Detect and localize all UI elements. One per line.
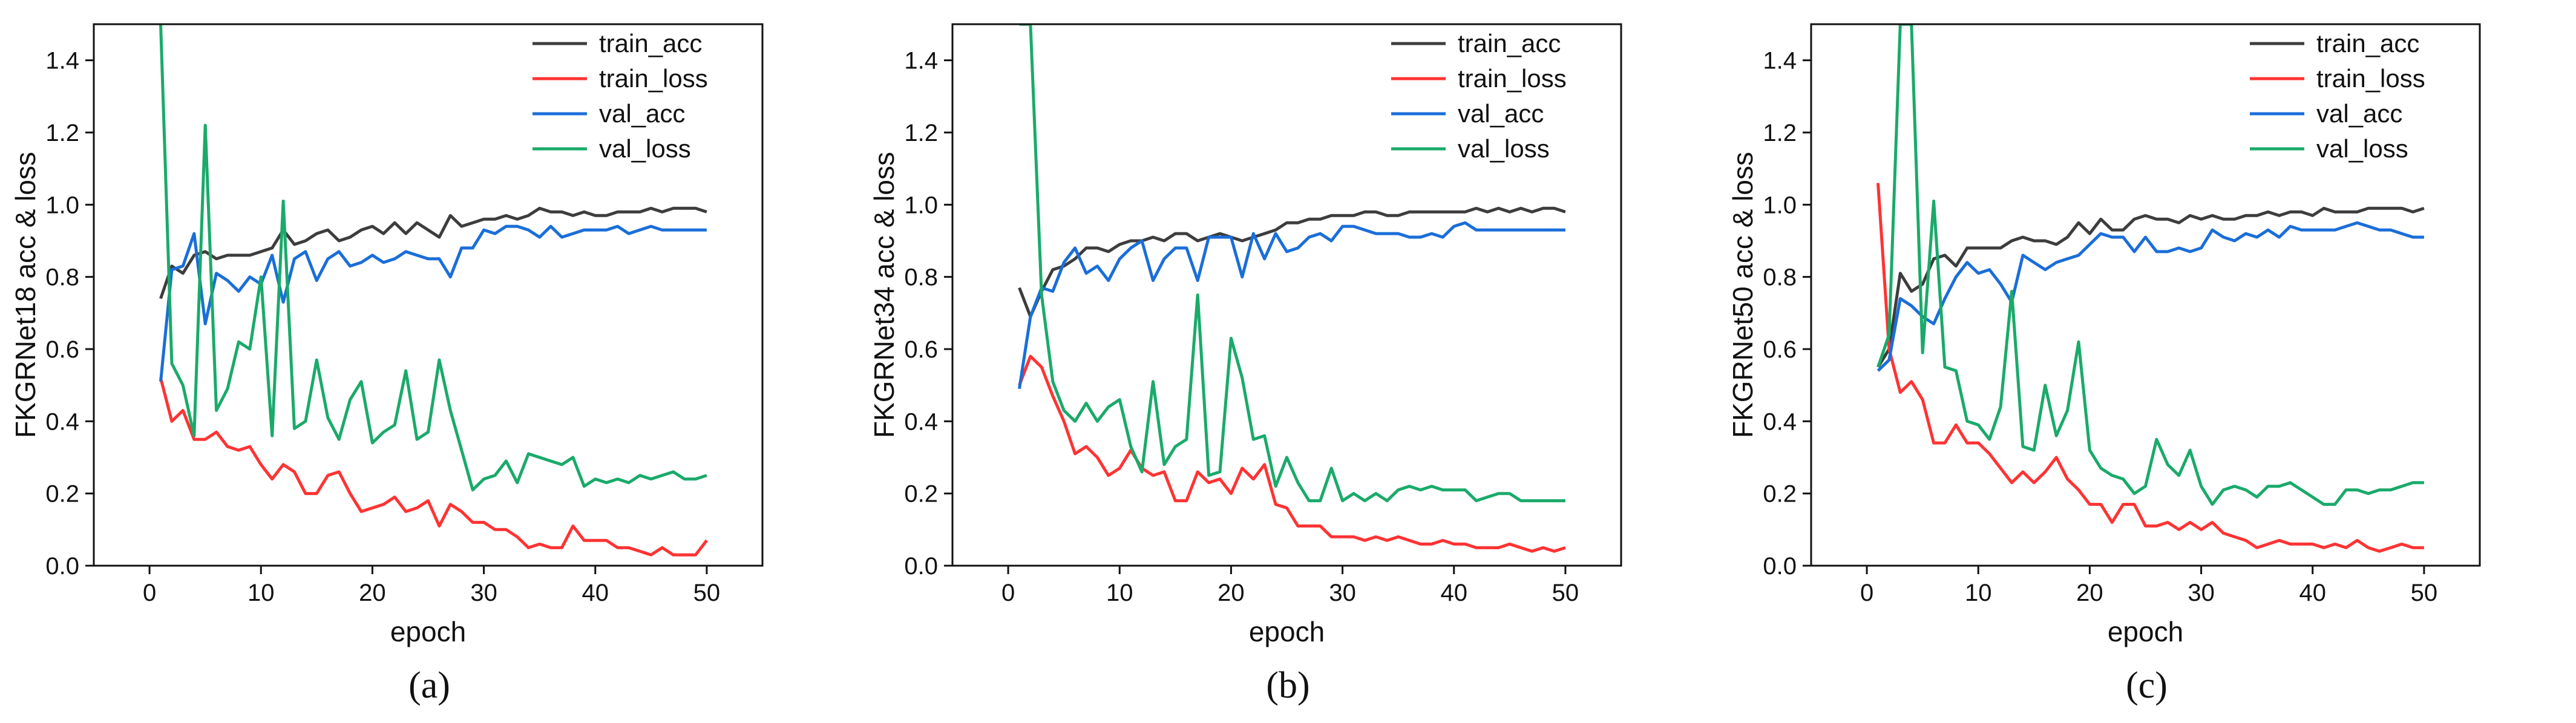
y-tick-label: 0.8 <box>904 264 938 291</box>
y-tick-label: 0.6 <box>904 336 938 363</box>
legend-label-val-loss: val_loss <box>2316 134 2408 163</box>
series-line-train-loss <box>159 378 708 557</box>
legend-label-train-acc: train_acc <box>1458 29 1561 57</box>
plot-frame <box>951 23 1622 567</box>
y-tick-label: 0.2 <box>45 481 79 508</box>
y-axis-label: FKGRNet50 acc & loss <box>1727 152 1758 438</box>
y-tick-label: 1.4 <box>1763 48 1797 74</box>
x-tick-label: 40 <box>582 580 609 606</box>
y-tick-label: 1.2 <box>1763 120 1797 146</box>
x-tick-label: 30 <box>470 580 497 606</box>
y-tick-label: 0.4 <box>904 408 938 435</box>
x-tick-label: 30 <box>1329 580 1356 606</box>
legend-label-train-acc: train_acc <box>599 29 702 57</box>
y-tick-label: 0.0 <box>45 553 79 580</box>
series-line-train-loss <box>1018 355 1566 553</box>
x-axis-label: epoch <box>2108 616 2183 647</box>
series-line-val-loss <box>1876 24 2424 506</box>
series-line-train-acc <box>1876 206 2425 368</box>
legend-label-val-acc: val_acc <box>2316 99 2402 128</box>
x-axis-label: epoch <box>1249 616 1325 647</box>
series-line-train-loss <box>1876 183 2424 553</box>
caption-c: (c) <box>2126 665 2168 706</box>
series-line-val-loss <box>159 24 707 492</box>
x-tick-label: 0 <box>1860 580 1873 606</box>
x-axis-label: epoch <box>390 616 466 647</box>
y-tick-label: 0.4 <box>1763 408 1797 435</box>
caption-a: (a) <box>408 665 450 706</box>
caption-b: (b) <box>1266 665 1310 706</box>
x-tick-label: 10 <box>1965 580 1992 606</box>
x-tick-label: 20 <box>2076 580 2103 606</box>
series-line-val-acc <box>1018 221 1565 389</box>
legend-label-train-loss: train_loss <box>599 64 708 93</box>
y-tick-label: 0.2 <box>904 481 938 508</box>
legend-label-val-acc: val_acc <box>599 99 685 128</box>
legend-label-train-loss: train_loss <box>1458 64 1567 93</box>
y-tick-label: 0.6 <box>45 336 79 363</box>
y-tick-label: 1.0 <box>1763 192 1797 218</box>
x-tick-label: 40 <box>2299 580 2327 606</box>
legend-label-train-acc: train_acc <box>2316 29 2419 57</box>
x-tick-label: 40 <box>1441 580 1468 606</box>
plot-frame <box>93 23 764 567</box>
y-tick-label: 0.2 <box>1763 481 1797 508</box>
chart-svg-b: 0 10 20 30 40 50 0.0 0.2 0.4 0.6 0.8 1.0 1.2 1.4 epoch… <box>868 23 1622 647</box>
chart-svg-a: 0 10 20 30 40 50 0.0 0.2 0.4 0.6 0.8 1.0 1.2 1.4 epoch… <box>10 23 764 647</box>
y-tick-label: 0.4 <box>45 408 79 435</box>
y-tick-label: 0.8 <box>1763 264 1797 291</box>
chart-panel-c: 0 10 20 30 40 50 0.0 0.2 0.4 0.6 0.8 1.0 1.2 1.4 epoch… <box>1717 0 2576 723</box>
series-line-val-loss <box>1019 24 1565 503</box>
x-tick-label: 20 <box>359 580 386 606</box>
series-line-train-acc <box>1018 206 1566 318</box>
y-axis-label: FKGRNet18 acc & loss <box>10 152 41 438</box>
x-tick-label: 50 <box>693 580 721 606</box>
x-tick-label: 10 <box>247 580 275 606</box>
x-tick-label: 10 <box>1106 580 1133 606</box>
y-tick-label: 0.6 <box>1763 336 1797 363</box>
y-tick-label: 1.4 <box>45 48 79 74</box>
plot-frame <box>1810 23 2481 567</box>
series-line-train-acc <box>159 206 707 299</box>
x-tick-label: 0 <box>1001 580 1015 606</box>
legend-label-val-acc: val_acc <box>1458 99 1544 128</box>
y-axis-label: FKGRNet34 acc & loss <box>868 152 900 438</box>
chart-svg-c: 0 10 20 30 40 50 0.0 0.2 0.4 0.6 0.8 1.0 1.2 1.4 epoch… <box>1727 23 2481 647</box>
y-tick-label: 1.0 <box>904 192 938 218</box>
legend-label-val-loss: val_loss <box>599 134 691 163</box>
y-tick-label: 0.0 <box>1763 553 1797 580</box>
y-tick-label: 0.8 <box>45 264 79 291</box>
x-tick-label: 0 <box>143 580 156 606</box>
x-tick-label: 50 <box>1552 580 1579 606</box>
y-tick-label: 1.4 <box>904 48 938 74</box>
y-tick-label: 0.0 <box>904 553 938 580</box>
legend-label-val-loss: val_loss <box>1458 134 1550 163</box>
series-line-val-acc <box>159 224 707 382</box>
x-tick-label: 30 <box>2188 580 2215 606</box>
x-tick-label: 50 <box>2411 580 2438 606</box>
x-tick-label: 20 <box>1218 580 1245 606</box>
chart-panel-b: 0 10 20 30 40 50 0.0 0.2 0.4 0.6 0.8 1.0 1.2 1.4 epoch… <box>859 0 1717 723</box>
chart-panel-a: 0 10 20 30 40 50 0.0 0.2 0.4 0.6 0.8 1.0 1.2 1.4 epoch… <box>0 0 859 723</box>
legend-label-train-loss: train_loss <box>2316 64 2425 93</box>
y-tick-label: 1.2 <box>904 120 938 146</box>
series-line-val-acc <box>1876 221 2424 372</box>
y-tick-label: 1.2 <box>45 120 79 146</box>
y-tick-label: 1.0 <box>45 192 79 218</box>
